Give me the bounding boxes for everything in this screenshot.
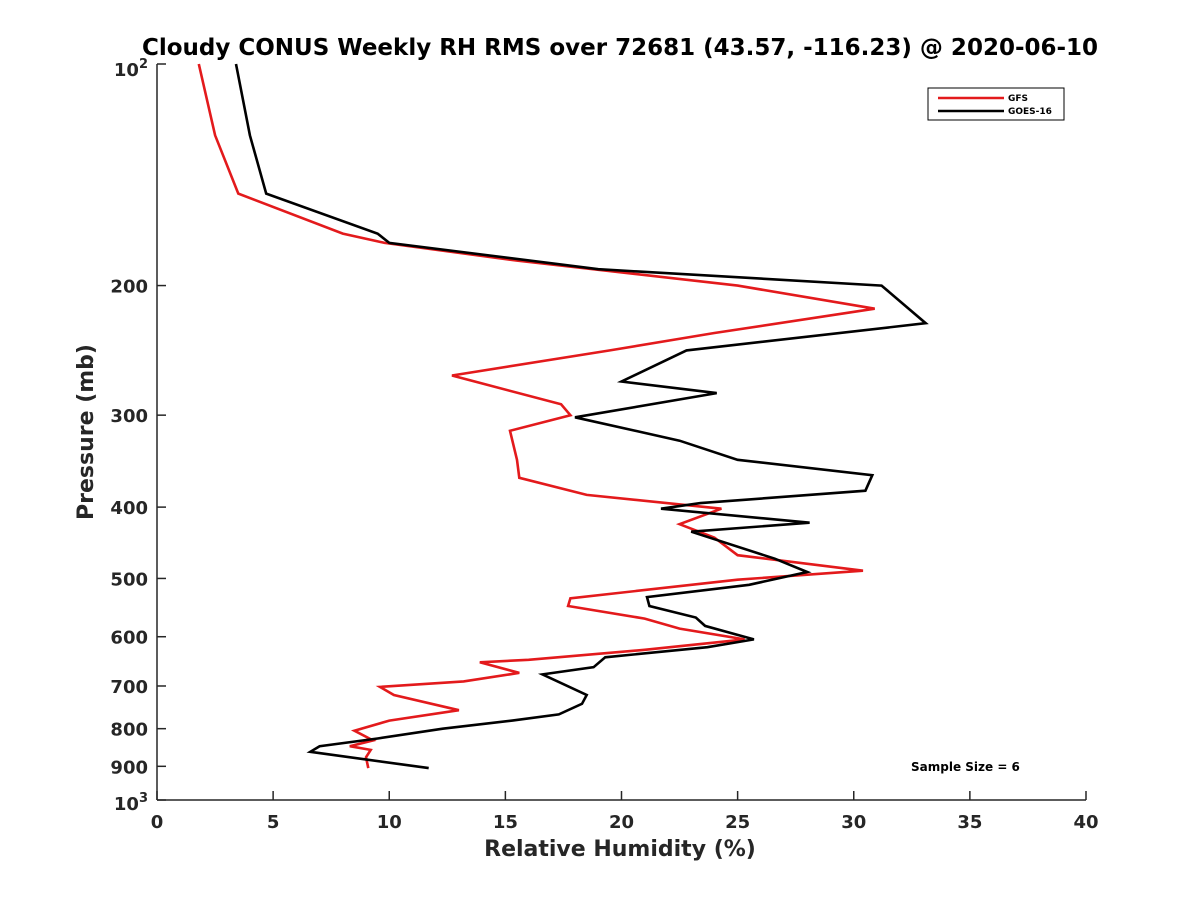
y-tick-label: 500 [110,569,148,590]
y-tick-label-top: 102 [114,57,148,81]
chart-title: Cloudy CONUS Weekly RH RMS over 72681 (4… [142,35,1098,61]
x-tick-label: 10 [377,812,402,833]
y-tick-label: 700 [110,677,148,698]
x-tick-label: 15 [493,812,518,833]
x-tick-label: 25 [725,812,750,833]
plot-series [197,63,929,770]
y-tick-label: 400 [110,498,148,519]
y-axis-label: Pressure (mb) [74,344,99,520]
sample-size-annotation: Sample Size = 6 [911,760,1020,774]
legend-label-gfs: GFS [1008,94,1028,104]
legend-label-goes-16: GOES-16 [1008,107,1052,117]
legend-box [927,87,1065,121]
y-tick-label: 600 [110,628,148,649]
y-tick-label-bottom: 103 [114,791,148,815]
x-tick-label: 30 [841,812,866,833]
y-tick-label: 800 [110,720,148,741]
y-tick-label: 200 [110,277,148,298]
y-tick-label: 300 [110,406,148,427]
series-line-goes-16 [234,63,929,770]
x-tick-label: 5 [267,812,280,833]
legend: GFS GOES-16 [927,87,1065,121]
series-line-gfs [197,63,875,769]
x-ticks: 0 5 10 15 20 25 30 35 40 [151,791,1099,833]
y-ticks: 200 300 400 500 600 700 800 900 [110,63,166,801]
y-tick-label: 900 [110,757,148,778]
x-tick-label: 0 [151,812,164,833]
x-tick-label: 35 [957,812,982,833]
x-tick-label: 20 [609,812,634,833]
x-tick-label: 40 [1073,812,1098,833]
x-axis-label: Relative Humidity (%) [484,837,756,862]
